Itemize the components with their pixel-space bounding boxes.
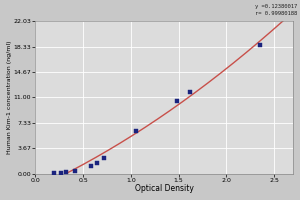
Point <box>73 169 78 173</box>
Point <box>88 164 93 167</box>
Point <box>257 43 262 46</box>
Point <box>64 171 68 174</box>
Point <box>59 171 64 174</box>
Point <box>188 90 192 93</box>
Point <box>133 129 138 132</box>
X-axis label: Optical Density: Optical Density <box>135 184 194 193</box>
Point <box>95 161 100 164</box>
Point <box>174 99 179 102</box>
Point <box>102 157 106 160</box>
Point <box>52 172 57 175</box>
Y-axis label: Human Kim-1 concentration (ng/ml): Human Kim-1 concentration (ng/ml) <box>7 40 12 154</box>
Text: y =0.12380017
r= 0.99980188: y =0.12380017 r= 0.99980188 <box>255 4 297 16</box>
